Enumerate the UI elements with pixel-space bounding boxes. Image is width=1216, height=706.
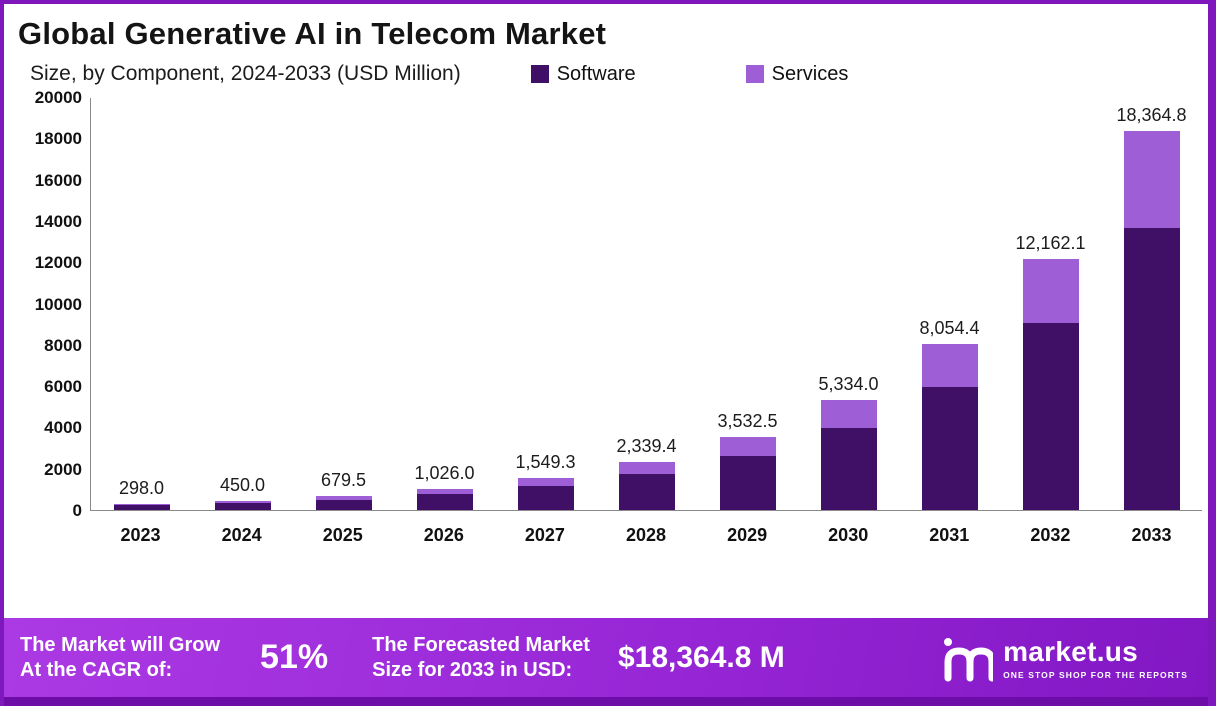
bar-value-label: 3,532.5 [717,411,778,432]
bar-value-label: 298.0 [118,477,165,498]
services-segment [1022,258,1079,324]
services-segment [315,495,372,500]
services-swatch-icon [745,65,764,83]
x-axis-label-2026: 2026 [423,525,464,545]
x-axis-label-2027: 2027 [524,525,565,545]
plot-area: 298.0 450.0 679.5 1,026.0 1,549.3 2,339.4 3,53… [90,98,1202,511]
bar-slot-2032: 12,162.1 [1000,98,1101,510]
services-segment [820,399,877,429]
bar-value-label: 679.5 [320,469,367,490]
services-segment [416,488,473,495]
legend-item-software: Software [530,62,636,86]
cagr-label-line1: The Market will Grow [20,633,221,656]
y-tick-label: 8000 [44,335,82,355]
software-segment [820,428,877,510]
forecast-label: The Forecasted Market Size for 2033 in U… [372,633,590,683]
bars-container: 298.0 450.0 679.5 1,026.0 1,549.3 2,339.4 3,53… [91,98,1202,510]
legend-label-services: Services [771,62,849,85]
y-tick-label: 16000 [34,170,82,190]
legend-item-services: Services [745,62,849,86]
bar-value-label: 450.0 [219,474,266,495]
x-axis: 2023 2024 2025 2026 2027 2028 2029 2030 2031 2032… [4,525,1208,546]
services-segment [1123,130,1180,228]
software-swatch-icon [530,65,549,83]
cagr-label: The Market will Grow At the CAGR of: [20,633,220,683]
x-axis-label-2030: 2030 [828,525,869,545]
x-axis-label-2024: 2024 [221,525,262,545]
cagr-value: 51% [260,638,329,676]
brand-name: market.us [1003,635,1139,667]
market-us-logo-icon [944,637,994,681]
chart-header: Global Generative AI in Telecom Market S… [4,4,1208,86]
x-axis-label-2033: 2033 [1131,525,1172,545]
bar-slot-2028: 2,339.4 [596,98,697,510]
bar-slot-2033: 18,364.8 [1101,98,1202,510]
y-tick-label: 18000 [34,129,82,149]
x-axis-label-2032: 2032 [1030,525,1071,545]
bar-value-label: 1,026.0 [414,462,475,483]
chart-subtitle: Size, by Component, 2024-2033 (USD Milli… [30,62,461,85]
brand-text: market.us ONE STOP SHOP FOR THE REPORTS [1003,636,1188,680]
forecast-label-line1: The Forecasted Market [372,633,590,656]
x-axis-label-2029: 2029 [727,525,768,545]
bar-value-label: 8,054.4 [919,317,980,338]
cagr-label-line2: At the CAGR of: [20,658,173,681]
y-axis: 0 2000 4000 6000 8000 10000 12000 14000 16000 180… [4,88,90,520]
legend-label-software: Software [556,62,636,85]
y-tick-label: 2000 [44,459,82,479]
y-tick-label: 0 [72,501,82,520]
services-segment [719,437,776,456]
subtitle-row: Size, by Component, 2024-2033 (USD Milli… [18,62,1190,86]
software-segment [113,505,170,510]
software-segment [921,386,978,510]
x-axis-label-2028: 2028 [625,525,667,545]
bar-slot-2031: 8,054.4 [899,98,1000,510]
x-axis-label-2031: 2031 [929,525,970,545]
services-segment [517,478,574,487]
bar-value-label: 5,334.0 [818,373,879,394]
x-axis-label-2025: 2025 [322,525,363,545]
bar-value-label: 12,162.1 [1015,232,1086,253]
bar-slot-2025: 679.5 [293,98,394,510]
y-tick-label: 14000 [34,211,82,231]
services-segment [618,461,675,475]
brand-tagline: ONE STOP SHOP FOR THE REPORTS [1003,669,1188,680]
services-segment [113,503,170,506]
bar-slot-2026: 1,026.0 [394,98,495,510]
bottom-banner: The Market will Grow At the CAGR of: 51%… [4,618,1208,706]
bar-slot-2030: 5,334.0 [798,98,899,510]
services-segment [214,500,271,504]
forecast-label-line2: Size for 2033 in USD: [372,658,573,681]
software-segment [214,503,271,510]
software-segment [1123,227,1180,510]
page-title: Global Generative AI in Telecom Market [18,16,607,51]
software-segment [416,494,473,510]
software-segment [618,474,675,510]
bar-slot-2029: 3,532.5 [697,98,798,510]
y-tick-label: 20000 [34,88,82,107]
bar-value-label: 1,549.3 [515,452,576,473]
software-segment [315,499,372,510]
software-segment [517,486,574,510]
bar-slot-2027: 1,549.3 [495,98,596,510]
software-segment [719,455,776,510]
forecast-value: $18,364.8 M [617,640,785,674]
x-axis-label-2023: 2023 [120,525,161,545]
bar-slot-2024: 450.0 [192,98,293,510]
bar-value-label: 2,339.4 [616,435,677,456]
y-tick-label: 6000 [44,377,82,397]
services-segment [921,343,978,387]
chart-area: 0 2000 4000 6000 8000 10000 12000 14000 16000 180… [4,88,1208,520]
chart-legend: Software Services [530,62,849,86]
y-tick-label: 12000 [34,253,82,273]
bar-slot-2023: 298.0 [91,98,192,510]
bar-value-label: 18,364.8 [1116,104,1187,125]
y-tick-label: 10000 [34,294,82,314]
brand: market.us ONE STOP SHOP FOR THE REPORTS [941,634,1188,682]
y-tick-label: 4000 [44,418,82,438]
software-segment [1022,323,1079,510]
